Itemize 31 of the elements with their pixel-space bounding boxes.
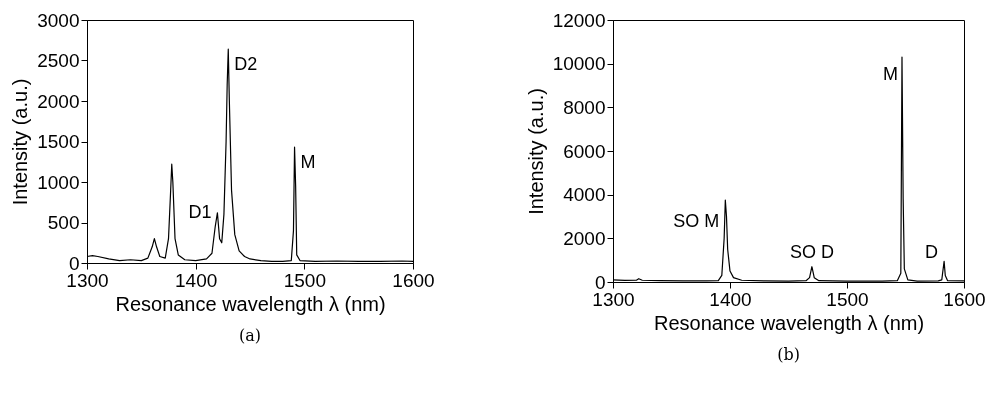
x-axis-title: Resonance wavelength λ (nm) (115, 292, 386, 315)
y-tick-label: 500 (47, 212, 80, 233)
x-tick-label: 1400 (709, 288, 752, 310)
x-tick-label: 1500 (826, 288, 869, 310)
y-tick-label: 8000 (563, 96, 606, 118)
y-tick-label: 2000 (37, 90, 80, 112)
x-tick-label: 1400 (175, 269, 218, 291)
x-tick-label: 1600 (392, 269, 435, 291)
y-tick-label: 1000 (37, 171, 80, 193)
y-tick-label: 2000 (563, 227, 606, 249)
annotation: M (882, 64, 898, 85)
annotation: D (925, 242, 939, 263)
x-tick-label: 1600 (943, 288, 986, 310)
text: (b) (777, 345, 800, 364)
y-tick-label: 12000 (552, 9, 606, 31)
annotation: SO D (789, 241, 834, 262)
x-tick-label: 1500 (283, 269, 326, 291)
y-tick-label: 3000 (37, 9, 80, 31)
annotation: D2 (234, 54, 258, 75)
x-axis-title: Resonance wavelength λ (nm) (653, 311, 925, 334)
y-tick-label: 2500 (37, 50, 80, 71)
y-tick-label: 10000 (552, 53, 606, 75)
annotation: M (300, 152, 316, 173)
annotation: D1 (188, 201, 212, 222)
annotation: SO M (673, 211, 720, 232)
y-axis-title: Intensity (a.u.) (9, 78, 32, 206)
text: (a) (238, 326, 262, 345)
y-axis-title: Intensity (a.u.) (524, 88, 547, 215)
y-tick-label: 1500 (37, 131, 80, 152)
y-tick-label: 6000 (563, 140, 606, 162)
y-tick-label: 4000 (563, 184, 606, 206)
